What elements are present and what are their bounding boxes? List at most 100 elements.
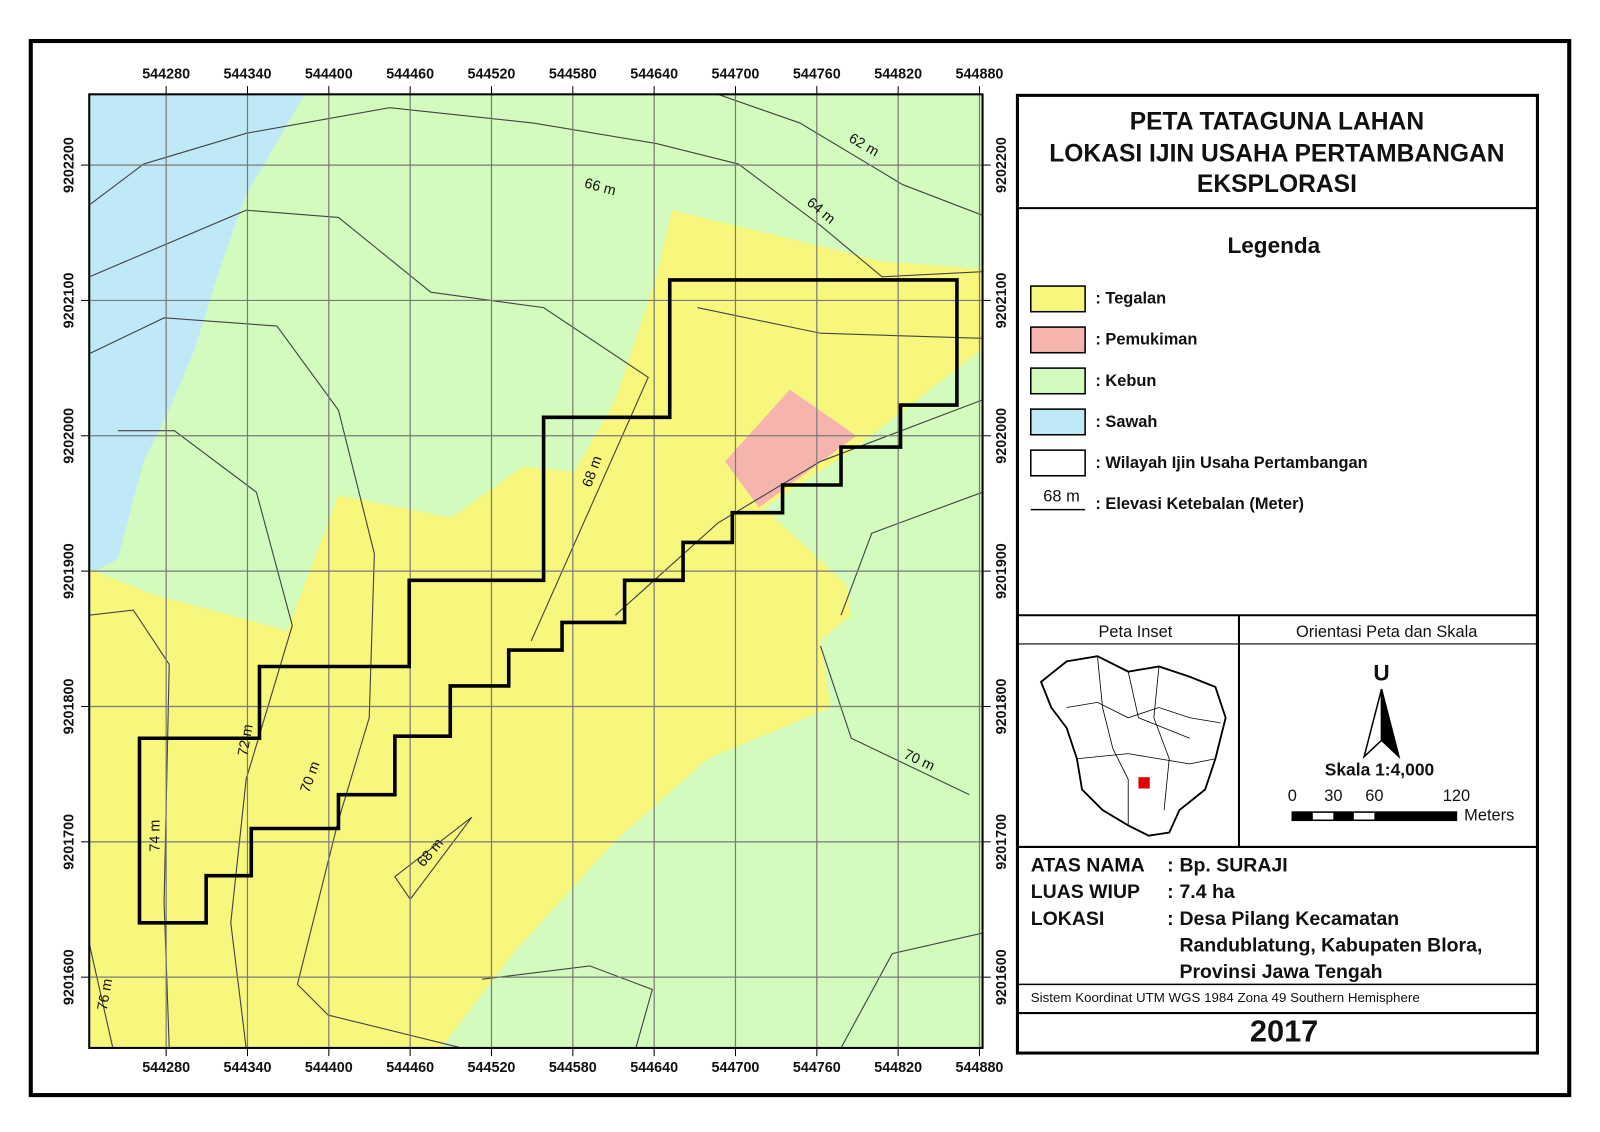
scale-tick-label: 120 (1443, 787, 1470, 805)
contour (89, 317, 462, 1048)
x-coordinate-label: 544580 (549, 1060, 597, 1076)
contour (717, 94, 983, 216)
x-coordinate-label: 544640 (630, 1060, 678, 1076)
map-body: 62 m 64 m 66 m 68 m 68 m 70 m 70 m 72 m … (89, 94, 983, 1048)
x-coordinate-label: 544340 (224, 67, 272, 83)
x-coordinate-label: 544340 (224, 1060, 272, 1076)
x-coordinate-label: 544760 (793, 67, 841, 83)
contour-label: 66 m (583, 176, 618, 200)
legend-label: : Elevasi Ketebalan (Meter) (1095, 495, 1304, 513)
north-arrow (1362, 688, 1401, 760)
legend-swatch (1029, 449, 1086, 477)
y-coordinate-label: 9202100 (994, 272, 1010, 328)
inset-title: Peta Inset (1098, 623, 1172, 641)
north-label: U (1373, 661, 1389, 686)
contour-label: 72 m (235, 723, 256, 757)
inset-district (1153, 666, 1170, 811)
info-value: 7.4 ha (1179, 881, 1234, 903)
y-coordinate-label: 9202100 (62, 272, 78, 328)
north-arrow-half (1380, 688, 1401, 760)
inset-location (1138, 777, 1150, 789)
contour-label: 76 m (95, 977, 116, 1011)
y-coordinate-label: 9201600 (62, 949, 78, 1005)
scale-segment (1292, 812, 1313, 821)
x-coordinate-label: 544700 (712, 1060, 760, 1076)
info-label: ATAS NAMA (1031, 855, 1145, 877)
info-separator: : (1167, 855, 1173, 877)
y-coordinate-label: 9201900 (994, 543, 1010, 599)
x-coordinate-label: 544400 (305, 1060, 353, 1076)
y-coordinate-label: 9201700 (62, 814, 78, 870)
legend-swatch (1029, 367, 1086, 395)
x-coordinate-label: 544460 (386, 1060, 434, 1076)
crs-text: Sistem Koordinat UTM WGS 1984 Zona 49 So… (1031, 990, 1420, 1005)
legend: : Tegalan: Pemukiman: Kebun: Sawah: Wila… (1029, 285, 1368, 477)
contour (89, 209, 649, 642)
map-title: PETA TATAGUNA LAHAN (1130, 109, 1424, 136)
scale-segment (1374, 812, 1457, 821)
wiup-boundary (137, 278, 959, 925)
scale-tick-label: 0 (1288, 787, 1297, 805)
orientation-title: Orientasi Peta dan Skala (1296, 623, 1478, 641)
map-title: LOKASI IJIN USAHA PERTAMBANGAN (1049, 140, 1504, 167)
y-coordinate-label: 9202000 (62, 408, 78, 464)
legend-label: : Wilayah Ijin Usaha Pertambangan (1095, 454, 1367, 472)
info-separator: : (1167, 908, 1173, 930)
sawah-area (89, 94, 305, 575)
x-coordinate-label: 544400 (305, 67, 353, 83)
x-coordinate-label: 544880 (956, 67, 1004, 83)
contour (89, 107, 983, 278)
y-coordinate-label: 9201800 (62, 679, 78, 735)
info: ATAS NAMA: Bp. SURAJI LUAS WIUP:7.4 ha LOKA… (1031, 855, 1483, 984)
x-coordinate-label: 544820 (874, 67, 922, 83)
contour (819, 645, 970, 796)
contour (697, 307, 983, 339)
elevation-sample: 68 m (1043, 488, 1079, 506)
info-value: Provinsi Jawa Tengah (1179, 961, 1382, 983)
legend-label: : Kebun (1095, 372, 1156, 390)
info-label: LOKASI (1031, 908, 1105, 930)
scale-unit: Meters (1464, 807, 1514, 825)
y-coordinate-label: 9202000 (994, 408, 1010, 464)
info-value: Randublatung, Kabupaten Blora, (1179, 935, 1482, 957)
scale-segment (1333, 812, 1354, 821)
y-coordinate-label: 9202200 (994, 137, 1010, 193)
inset-district (1066, 701, 1221, 724)
info-label: LUAS WIUP (1031, 881, 1140, 903)
legend-swatch (1029, 408, 1086, 436)
y-coordinate-label: 9201600 (994, 949, 1010, 1005)
inset-district (1076, 753, 1216, 765)
info-separator: : (1167, 881, 1173, 903)
inset-district (1097, 656, 1129, 826)
y-coordinate-label: 9202200 (62, 137, 78, 193)
x-coordinate-label: 544520 (468, 67, 516, 83)
x-coordinate-label: 544640 (630, 67, 678, 83)
x-coordinate-label: 544580 (549, 67, 597, 83)
pemukiman-area (725, 389, 857, 508)
inset-outline (1039, 655, 1227, 837)
grid (89, 94, 983, 1048)
map-title: EKSPLORASI (1197, 171, 1357, 198)
y-coordinate-label: 9201900 (62, 543, 78, 599)
scale-tick-label: 60 (1365, 787, 1383, 805)
contour-label: 74 m (148, 820, 164, 852)
contour (394, 816, 473, 901)
y-coordinate-label: 9201700 (994, 814, 1010, 870)
x-coordinate-label: 544700 (712, 67, 760, 83)
x-coordinate-label: 544520 (468, 1060, 516, 1076)
contour (840, 491, 983, 616)
contour (89, 943, 114, 1048)
scale-tick-label: 30 (1324, 787, 1342, 805)
inset-map (1039, 655, 1227, 837)
legend-swatch (1029, 285, 1086, 313)
x-coordinate-label: 544820 (874, 1060, 922, 1076)
legend-label: : Sawah (1095, 413, 1157, 431)
x-coordinate-label: 544880 (956, 1060, 1004, 1076)
info-value: Bp. SURAJI (1179, 855, 1287, 877)
contour (117, 430, 293, 1048)
year: 2017 (1250, 1014, 1318, 1049)
legend-swatch (1029, 326, 1086, 354)
legend-label: : Pemukiman (1095, 331, 1197, 349)
